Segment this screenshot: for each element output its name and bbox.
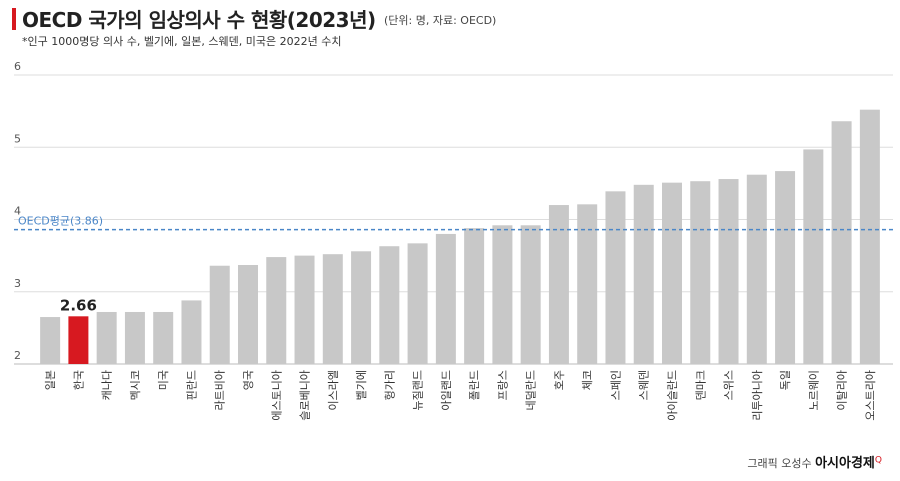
bar [351, 251, 372, 364]
x-tick-label: 벨기에 [355, 370, 368, 400]
x-tick-label: 뉴질랜드 [412, 370, 425, 410]
bar [718, 179, 739, 364]
x-tick-label: 오스트리아 [864, 370, 877, 421]
brand-name: 아시아경제 [815, 456, 875, 471]
bar [775, 171, 796, 364]
x-tick-label: 한국 [72, 370, 85, 390]
x-tick-label: 스위스 [723, 370, 736, 400]
title-accent-bar [12, 8, 16, 30]
x-tick-label: 노르웨이 [807, 370, 820, 410]
x-tick-label: 덴마크 [694, 370, 707, 400]
x-tick-label: 이스라엘 [327, 370, 340, 410]
highlight-value-label: 2.66 [60, 296, 97, 314]
bar [435, 233, 456, 364]
x-tick-label: 슬로베니아 [299, 370, 312, 421]
chart-title: OECD 국가의 임상의사 수 현황(2023년) [22, 8, 376, 32]
bar [662, 182, 682, 364]
bar [464, 228, 485, 364]
x-tick-label: 멕시코 [129, 370, 142, 400]
bar [520, 225, 541, 364]
unit-note: (단위: 명, 자료: OECD) [384, 14, 497, 27]
bar [577, 204, 598, 364]
bar [68, 316, 89, 364]
x-tick-label: 캐나다 [101, 370, 114, 400]
credit-prefix: 그래픽 오성수 [747, 457, 812, 470]
bar [238, 265, 258, 364]
x-tick-label: 라트비아 [214, 370, 227, 410]
x-tick-label: 아일랜드 [439, 370, 453, 410]
x-tick-label: 이탈리아 [836, 370, 849, 410]
x-tick-label: 체코 [581, 370, 594, 390]
bar [407, 243, 428, 364]
y-tick-label: 6 [14, 60, 21, 73]
x-tick-label: 에스토니아 [270, 370, 283, 421]
y-tick-label: 2 [14, 349, 21, 362]
x-tick-label: 아이슬란드 [666, 370, 679, 421]
x-tick-label: 폴란드 [468, 370, 481, 400]
x-tick-label: 독일 [778, 370, 792, 390]
bar [181, 300, 202, 364]
y-tick-label: 5 [14, 132, 21, 145]
bar [96, 311, 117, 364]
credit: 그래픽 오성수 아시아경제Q [747, 452, 882, 471]
bar [633, 184, 654, 364]
bar [153, 311, 174, 364]
x-tick-label: 핀란드 [185, 370, 198, 400]
chart-subtitle: *인구 1000명당 의사 수, 벨기에, 일본, 스웨덴, 미국은 2022년… [22, 35, 342, 48]
y-tick-label: 4 [14, 205, 21, 218]
bar [831, 121, 852, 365]
bar [124, 311, 145, 364]
bar [492, 225, 513, 364]
x-tick-label: 프랑스 [496, 370, 509, 400]
bar [266, 257, 287, 364]
x-tick-label: 영국 [242, 370, 255, 390]
x-tick-label: 네덜란드 [525, 370, 538, 410]
bar [746, 174, 767, 364]
x-tick-label: 일본 [43, 370, 57, 390]
x-tick-label: 리투아니아 [751, 370, 764, 421]
x-tick-label: 스웨덴 [638, 370, 651, 400]
bar [209, 265, 230, 364]
bar [379, 246, 400, 364]
oecd-average-label: OECD평균(3.86) [18, 215, 103, 228]
bar [690, 181, 711, 364]
bar [322, 254, 343, 364]
x-tick-label: 호주 [553, 370, 566, 390]
bar [803, 149, 824, 364]
bar [294, 255, 315, 364]
bar [40, 317, 61, 364]
brand-mark: Q [874, 455, 882, 466]
bar [859, 109, 880, 365]
x-tick-label: 미국 [157, 370, 170, 390]
x-tick-label: 스페인 [609, 370, 622, 400]
bar [548, 205, 569, 364]
x-tick-label: 헝가리 [383, 370, 396, 400]
bar [605, 191, 626, 364]
y-tick-label: 3 [14, 277, 21, 290]
